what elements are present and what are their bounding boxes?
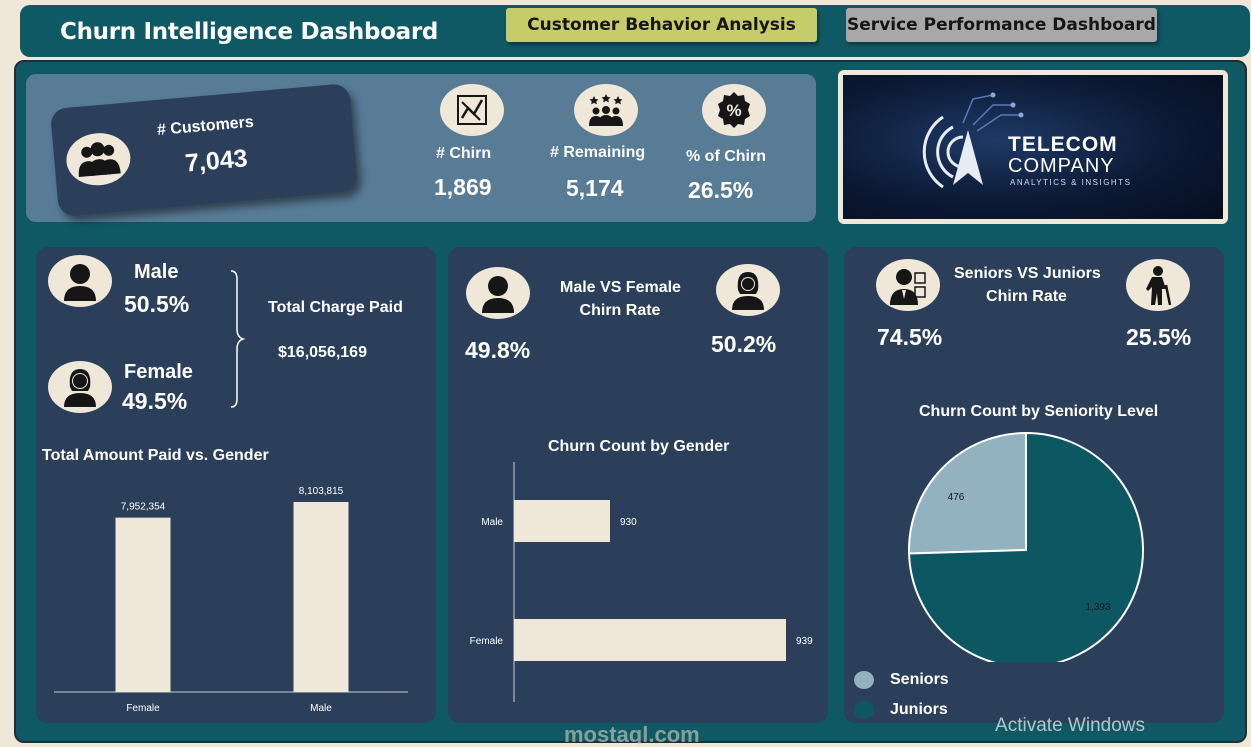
x-tick-label: Male	[310, 703, 332, 714]
seniority-chart-title: Churn Count by Seniority Level	[919, 403, 1159, 420]
male-churn-icon	[466, 267, 530, 319]
juniors-pct: 25.5%	[1126, 324, 1192, 350]
churn-label: # Chirn	[436, 145, 492, 162]
female-churn-icon	[716, 264, 780, 316]
bar-female	[514, 619, 786, 661]
female-icon	[48, 361, 112, 413]
bar-male	[514, 500, 610, 542]
churn-value: 1,869	[434, 174, 492, 200]
total-charge-value: $16,056,169	[278, 344, 367, 361]
group-icon	[64, 130, 133, 188]
total-charge-label: Total Charge Paid	[268, 299, 403, 316]
churn-by-gender-chart: 930 Male 939 Female	[470, 462, 813, 702]
customers-value: 7,043	[183, 144, 249, 178]
male-label: Male	[134, 261, 179, 283]
remaining-users-icon	[574, 84, 638, 136]
remaining-value: 5,174	[566, 175, 624, 201]
churn-gender-title-1: Male VS Female	[560, 279, 681, 296]
senior-manager-icon	[876, 259, 940, 311]
remaining-label: # Remaining	[550, 144, 646, 161]
churn-chart-icon	[440, 84, 504, 136]
churn-gender-panel: Male VS Female Chirn Rate 49.8% 50.2% Ch…	[448, 247, 828, 723]
male-churn-pct: 49.8%	[465, 337, 531, 363]
churn-gender-title-2: Chirn Rate	[579, 302, 661, 319]
svg-text:%: %	[726, 101, 741, 120]
legend-label-juniors: Juniors	[890, 701, 948, 718]
curly-brace	[230, 270, 246, 408]
x-tick-label: Female	[126, 703, 160, 714]
seniority-title-2: Chirn Rate	[986, 288, 1067, 305]
pie-value-label: 1,393	[1085, 602, 1110, 613]
page-title: Churn Intelligence Dashboard	[60, 19, 439, 45]
churn-gender-chart-title: Churn Count by Gender	[548, 438, 730, 455]
logo-line-1: TELECOM	[1008, 133, 1118, 156]
female-label: Female	[124, 361, 193, 383]
percent-badge-icon: %	[702, 84, 766, 136]
customers-label: # Customers	[156, 113, 255, 139]
logo-line-2: COMPANY	[1008, 155, 1115, 177]
tab-service-performance[interactable]: Service Performance Dashboard	[846, 8, 1157, 42]
pct-churn-label: % of Chirn	[686, 148, 766, 165]
mostaql-watermark: mostaql.com	[564, 722, 700, 747]
bar-value-label: 930	[620, 517, 637, 528]
seniority-panel: Seniors VS Juniors Chirn Rate 74.5% 25.5…	[844, 247, 1224, 723]
antenna-logo-icon	[922, 92, 1024, 189]
female-churn-pct: 50.2%	[711, 331, 777, 357]
logo-line-3: ANALYTICS & INSIGHTS	[1010, 178, 1132, 187]
legend-swatch-seniors	[854, 671, 874, 689]
y-tick-label: Female	[470, 636, 504, 647]
gender-charge-panel: Male 50.5% Female 49.5% Total Charge Pai…	[36, 247, 436, 723]
kpi-panel: # Customers 7,043 # Chirn 1,869	[26, 74, 816, 222]
bar-male	[293, 502, 349, 692]
bar-value-label: 939	[796, 636, 813, 647]
legend-label-seniors: Seniors	[890, 671, 949, 688]
customers-card: # Customers 7,043	[49, 83, 359, 217]
seniority-title-1: Seniors VS Juniors	[954, 265, 1101, 282]
legend-swatch-juniors	[854, 701, 874, 719]
pie-value-label: 476	[948, 492, 965, 503]
male-icon	[48, 255, 112, 307]
y-tick-label: Male	[481, 517, 503, 528]
telecom-logo: TELECOM COMPANY ANALYTICS & INSIGHTS	[838, 70, 1228, 224]
female-pct: 49.5%	[122, 388, 188, 414]
seniors-pct: 74.5%	[877, 324, 943, 350]
churn-by-seniority-pie: 476 1,393	[908, 431, 1144, 662]
elderly-person-icon	[1126, 259, 1190, 311]
activate-windows-watermark: Activate Windows	[995, 715, 1145, 736]
dashboard-body: # Customers 7,043 # Chirn 1,869	[14, 60, 1247, 747]
pie-slice-juniors	[908, 431, 1144, 662]
bar-value-label: 8,103,815	[299, 486, 344, 497]
bar-female	[115, 517, 171, 692]
bar-value-label: 7,952,354	[121, 502, 166, 513]
pct-churn-value: 26.5%	[688, 177, 754, 203]
amount-chart-title: Total Amount Paid vs. Gender	[42, 447, 269, 464]
male-pct: 50.5%	[124, 291, 190, 317]
amount-by-gender-chart: 7,952,354 Female 8,103,815 Male	[54, 486, 408, 714]
pie-slice-seniors	[908, 431, 1027, 555]
tab-customer-behavior[interactable]: Customer Behavior Analysis	[506, 8, 817, 42]
